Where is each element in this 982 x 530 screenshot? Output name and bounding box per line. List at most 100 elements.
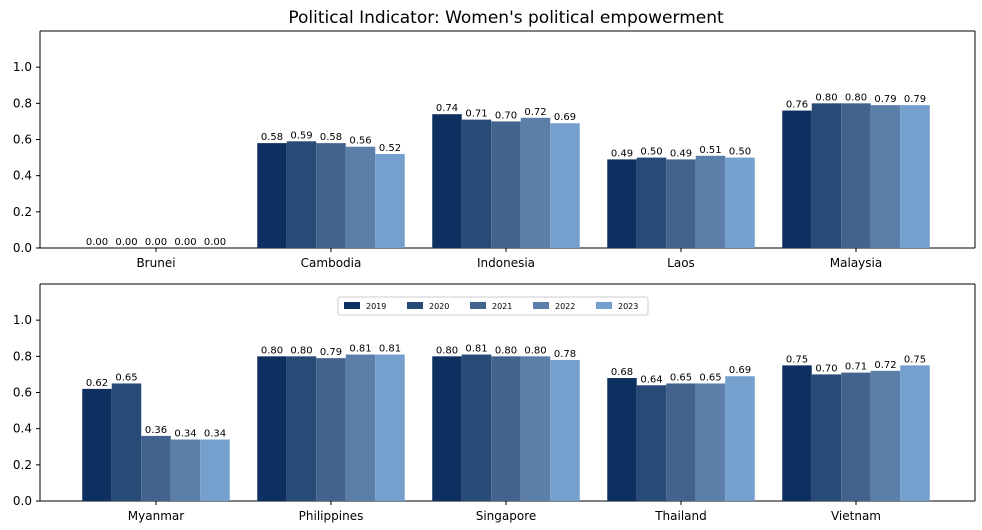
bar-thailand-2023 [725, 376, 755, 501]
data-label: 0.00 [145, 237, 167, 248]
bar-philippines-2020 [286, 356, 317, 501]
bar-singapore-2020 [461, 354, 492, 501]
bar-thailand-2021 [666, 383, 696, 501]
bar-malaysia-2020 [811, 103, 842, 248]
data-label: 0.80 [436, 345, 458, 356]
data-label: 0.56 [349, 136, 371, 147]
bar-malaysia-2023 [900, 105, 930, 249]
data-label: 0.58 [320, 132, 342, 143]
data-label: 0.75 [786, 354, 808, 365]
x-tick-label: Vietnam [831, 509, 881, 523]
data-label: 0.74 [436, 103, 458, 114]
data-label: 0.75 [904, 354, 926, 365]
data-label: 0.49 [611, 148, 633, 159]
data-label: 0.70 [815, 363, 837, 374]
data-label: 0.81 [349, 344, 371, 355]
data-label: 0.72 [874, 360, 896, 371]
data-label: 0.00 [115, 237, 137, 248]
y-tick-label: 0.6 [13, 133, 32, 147]
legend-label: 2021 [492, 302, 512, 311]
y-tick-label: 0.0 [13, 241, 32, 255]
data-label: 0.70 [495, 110, 517, 121]
bar-laos-2019 [607, 159, 637, 248]
data-label: 0.00 [204, 237, 226, 248]
data-label: 0.80 [524, 345, 546, 356]
bar-thailand-2019 [607, 378, 637, 501]
y-tick-label: 0.4 [13, 422, 32, 436]
data-label: 0.79 [320, 347, 342, 358]
y-tick-label: 1.0 [13, 313, 32, 327]
data-label: 0.51 [699, 145, 721, 156]
data-label: 0.64 [640, 374, 662, 385]
bar-myanmar-2020 [111, 383, 142, 501]
bar-philippines-2019 [257, 356, 287, 501]
data-label: 0.71 [845, 362, 867, 373]
bar-laos-2023 [725, 157, 755, 248]
legend-label: 2020 [429, 302, 449, 311]
data-label: 0.80 [815, 92, 837, 103]
bar-vietnam-2020 [811, 374, 842, 501]
y-tick-label: 0.2 [13, 205, 32, 219]
bar-malaysia-2022 [870, 105, 901, 249]
legend-swatch [533, 302, 549, 309]
bar-thailand-2022 [695, 383, 726, 501]
bar-vietnam-2021 [841, 372, 871, 501]
chart-title: Political Indicator: Women's political e… [288, 8, 724, 28]
bar-myanmar-2022 [170, 439, 201, 501]
data-label: 0.80 [495, 345, 517, 356]
data-label: 0.72 [524, 107, 546, 118]
data-label: 0.71 [465, 109, 487, 120]
data-label: 0.50 [729, 147, 751, 158]
x-tick-label: Philippines [299, 509, 364, 523]
data-label: 0.50 [640, 147, 662, 158]
bar-singapore-2022 [520, 356, 551, 501]
bar-laos-2022 [695, 155, 726, 248]
data-label: 0.68 [611, 367, 633, 378]
panel-2: 0.0 0.2 0.4 0.6 0.8 1.0 0.62 0.65 0.36 0.34 0.34 My… [13, 283, 976, 523]
bar-vietnam-2022 [870, 370, 901, 501]
x-tick-label: Singapore [476, 509, 537, 523]
data-label: 0.52 [379, 143, 401, 154]
data-label: 0.49 [670, 148, 692, 159]
bar-vietnam-2023 [900, 365, 930, 501]
bar-indonesia-2021 [491, 121, 521, 248]
y-tick-label: 0.8 [13, 349, 32, 363]
bar-laos-2020 [636, 157, 667, 248]
data-label: 0.79 [904, 94, 926, 105]
x-tick-label: Brunei [136, 256, 175, 270]
data-label: 0.36 [145, 425, 167, 436]
data-label: 0.78 [554, 349, 576, 360]
data-label: 0.80 [261, 345, 283, 356]
legend-label: 2023 [618, 302, 638, 311]
bar-singapore-2023 [550, 359, 580, 501]
bar-indonesia-2023 [550, 123, 580, 248]
y-tick-label: 0.0 [13, 494, 32, 508]
bar-group-indonesia: 0.74 0.71 0.70 0.72 0.69 [432, 103, 580, 248]
bar-myanmar-2023 [200, 439, 230, 501]
bar-group-malaysia: 0.76 0.80 0.80 0.79 0.79 [782, 92, 930, 249]
x-tick-label: Thailand [654, 509, 707, 523]
bar-group-laos: 0.49 0.50 0.49 0.51 0.50 [607, 145, 755, 248]
bar-thailand-2020 [636, 385, 667, 501]
legend-swatch [470, 302, 486, 309]
legend-label: 2019 [366, 302, 386, 311]
y-tick-label: 1.0 [13, 60, 32, 74]
bar-malaysia-2019 [782, 110, 812, 248]
bar-myanmar-2021 [141, 435, 171, 501]
bar-group-brunei: 0.00 0.00 0.00 0.00 0.00 [86, 237, 226, 248]
bar-indonesia-2019 [432, 114, 462, 248]
bar-cambodia-2022 [345, 146, 376, 248]
bar-singapore-2019 [432, 356, 462, 501]
data-label: 0.79 [874, 94, 896, 105]
data-label: 0.81 [465, 344, 487, 355]
data-label: 0.34 [174, 429, 196, 440]
y-tick-label: 0.2 [13, 458, 32, 472]
legend-swatch [344, 302, 360, 309]
bar-malaysia-2021 [841, 103, 871, 248]
data-label: 0.34 [204, 429, 226, 440]
data-label: 0.65 [699, 372, 721, 383]
data-label: 0.00 [174, 237, 196, 248]
x-tick-label: Malaysia [830, 256, 882, 270]
bar-cambodia-2021 [316, 143, 346, 248]
bar-indonesia-2020 [461, 119, 492, 248]
